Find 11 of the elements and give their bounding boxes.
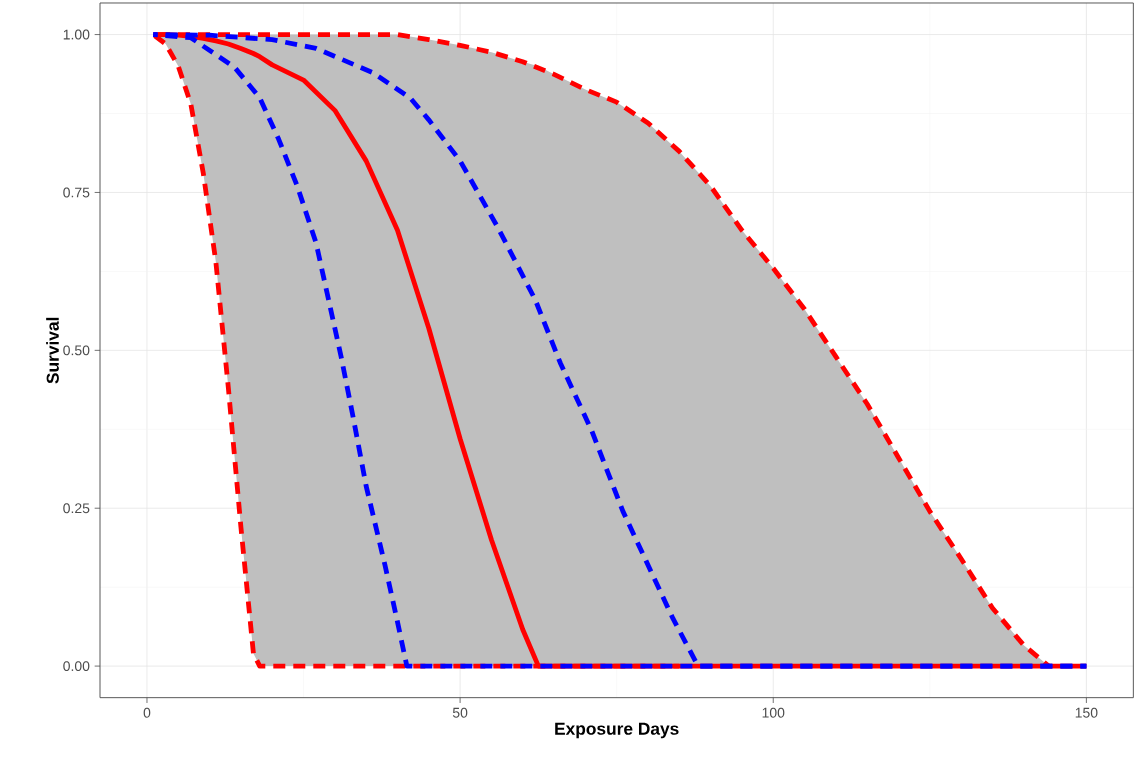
x-axis-title: Exposure Days [555,722,679,739]
y-tick-label: 1.00 [63,29,90,40]
y-axis-title: Survival [46,317,59,384]
x-tick-label: 50 [452,707,468,718]
y-tick-label: 0.25 [63,503,90,514]
x-tick-label: 150 [1075,707,1098,718]
y-tick-label: 0.00 [63,661,90,672]
x-tick-label: 100 [762,707,785,718]
y-tick-label: 0.50 [63,345,90,356]
x-tick-label: 0 [143,707,151,718]
y-tick-label: 0.75 [63,187,90,198]
